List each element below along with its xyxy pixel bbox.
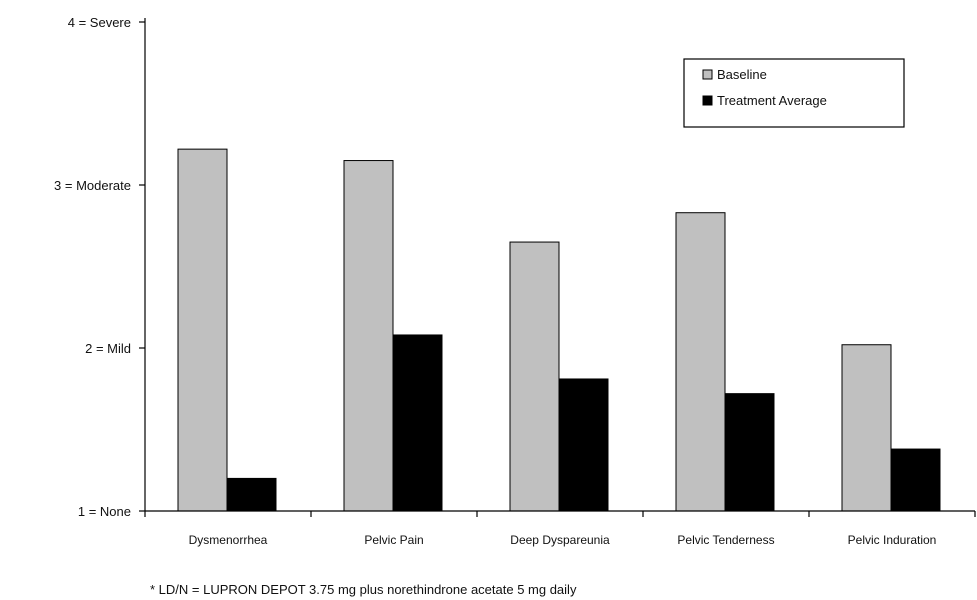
x-category-label: Deep Dyspareunia: [510, 533, 610, 547]
bars: [177, 148, 941, 512]
y-tick-label: 3 = Moderate: [54, 178, 131, 193]
baseline-bar: [177, 148, 228, 512]
bar-chart: 1 = None 2 = Mild 3 = Moderate 4 = Severe D…: [54, 15, 976, 547]
y-tick-label: 4 = Severe: [68, 15, 131, 30]
legend-label: Treatment Average: [717, 93, 827, 108]
treatment-average-bar: [724, 393, 775, 512]
baseline-bar: [509, 241, 560, 512]
legend: Baseline Treatment Average: [683, 58, 905, 128]
treatment-average-bar: [558, 378, 609, 512]
legend-swatch: [702, 69, 713, 80]
x-category-label: Pelvic Pain: [364, 533, 423, 547]
baseline-bar: [343, 160, 394, 512]
treatment-average-bar: [392, 334, 443, 512]
x-category-label: Dysmenorrhea: [189, 533, 268, 547]
y-axis: 1 = None 2 = Mild 3 = Moderate 4 = Severe: [54, 15, 146, 519]
baseline-bar: [675, 212, 726, 512]
y-tick-label: 1 = None: [78, 504, 131, 519]
legend-box: [683, 58, 905, 128]
y-tick-label: 2 = Mild: [85, 341, 131, 356]
legend-swatch: [702, 95, 713, 106]
treatment-average-bar: [890, 448, 941, 512]
legend-label: Baseline: [717, 67, 767, 82]
x-category-label: Pelvic Induration: [848, 533, 937, 547]
baseline-bar: [841, 344, 892, 512]
x-axis: Dysmenorrhea Pelvic Pain Deep Dyspareunia P…: [144, 510, 976, 547]
footnote: * LD/N = LUPRON DEPOT 3.75 mg plus noret…: [150, 582, 577, 597]
treatment-average-bar: [226, 477, 277, 512]
x-category-label: Pelvic Tenderness: [677, 533, 774, 547]
